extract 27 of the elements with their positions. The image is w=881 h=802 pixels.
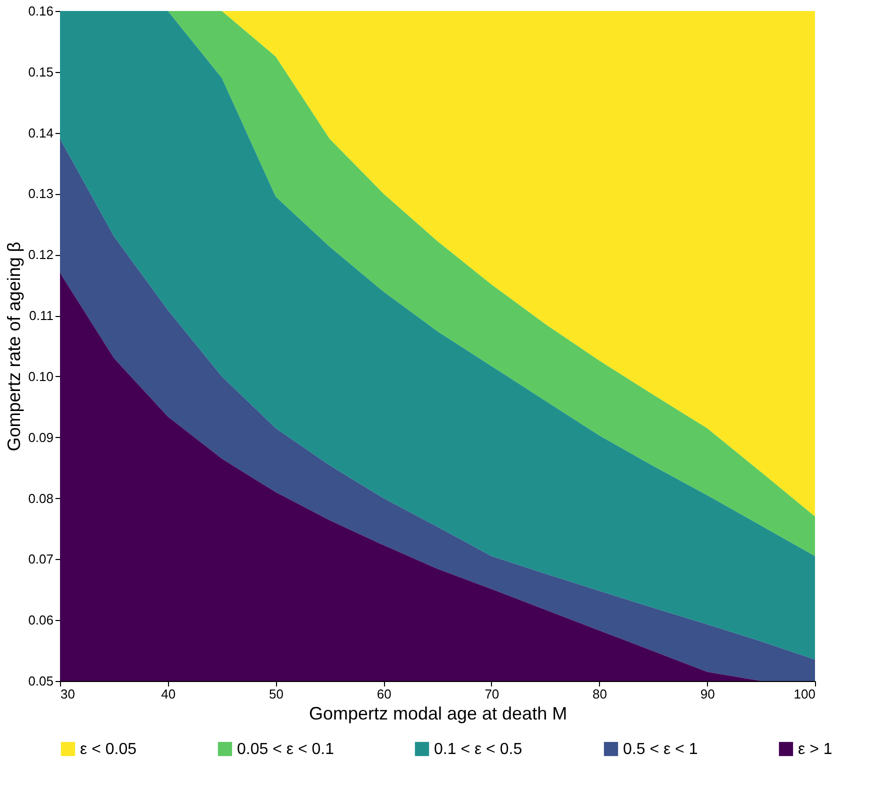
- legend-label: ε > 1: [798, 741, 832, 758]
- y-tick-label: 0.15: [28, 64, 54, 80]
- y-tick-label: 0.09: [28, 430, 54, 445]
- y-tick-label: 0.16: [28, 4, 54, 18]
- y-tick-label: 0.11: [29, 308, 54, 324]
- y-tick-label: 0.08: [28, 490, 54, 506]
- y-tick-label: 0.07: [28, 552, 54, 567]
- x-tick-label: 40: [161, 686, 176, 702]
- x-tick-label: 80: [592, 686, 608, 702]
- x-tick-label: 60: [376, 686, 392, 702]
- y-axis-title: Gompertz rate of ageing β: [4, 242, 24, 452]
- y-tick-label: 0.13: [28, 186, 54, 202]
- y-tick-label: 0.05: [28, 674, 54, 688]
- y-tick-label: 0.10: [28, 368, 54, 384]
- legend-label: 0.5 < ε < 1: [623, 741, 698, 758]
- y-tick-label: 0.12: [28, 247, 54, 262]
- legend-label: 0.1 < ε < 0.5: [434, 741, 522, 758]
- x-tick-label: 90: [700, 686, 715, 702]
- x-tick-label: 50: [268, 686, 284, 702]
- legend-label: 0.05 < ε < 0.1: [237, 741, 334, 758]
- x-tick-label: 70: [484, 686, 500, 702]
- y-tick-label: 0.14: [28, 125, 54, 140]
- y-tick-label: 0.06: [28, 612, 54, 628]
- x-axis-title: Gompertz modal age at death M: [308, 704, 568, 724]
- x-tick-label: 100: [794, 686, 816, 702]
- x-tick-label: 30: [60, 686, 75, 702]
- legend-label: ε < 0.05: [80, 741, 137, 758]
